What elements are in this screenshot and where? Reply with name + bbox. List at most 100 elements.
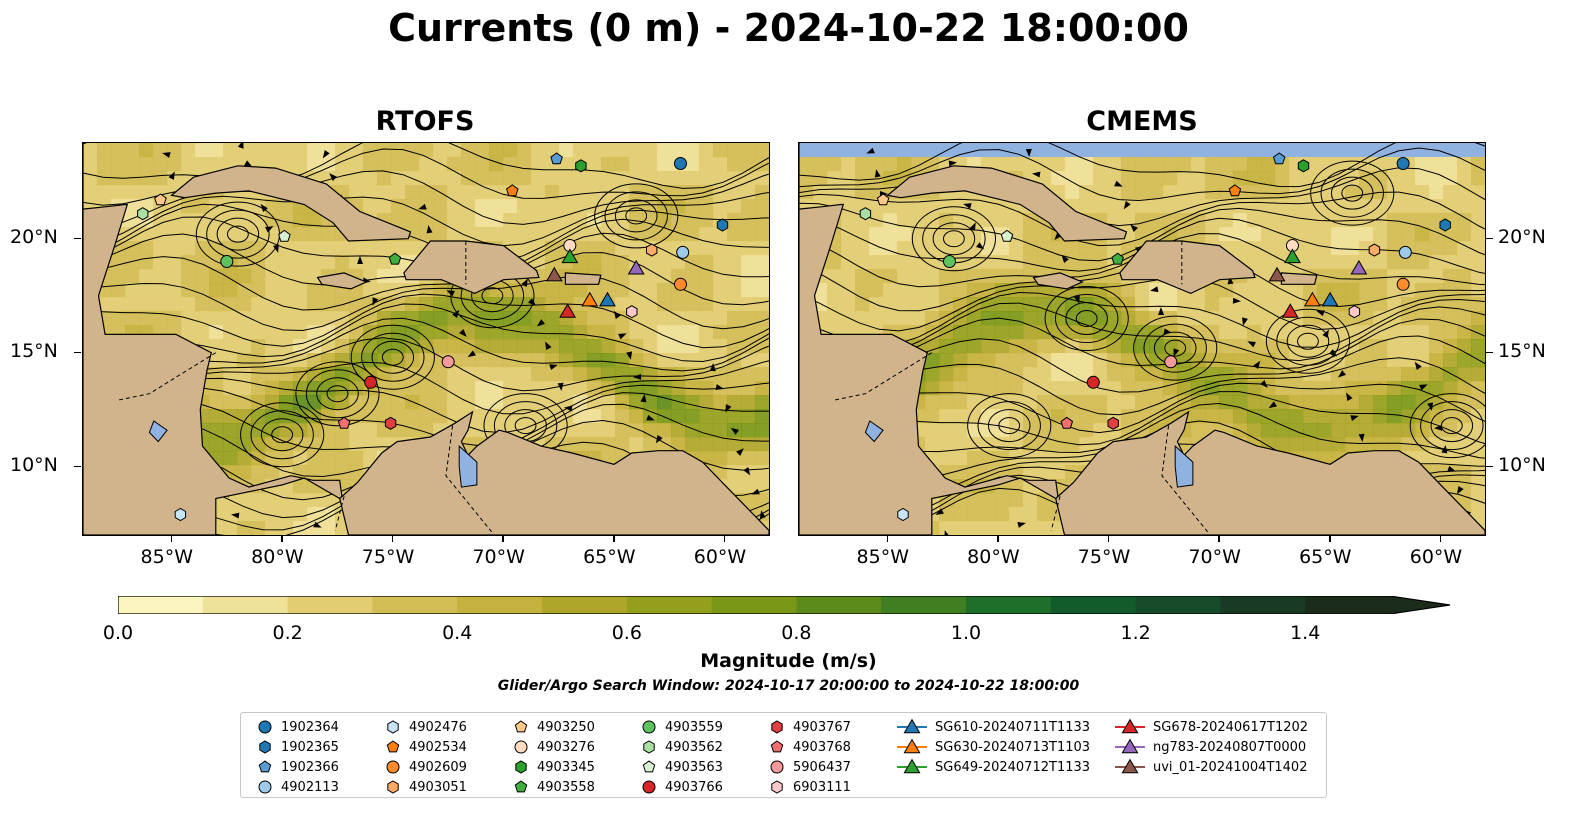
platform-marker xyxy=(506,184,519,197)
platform-markers xyxy=(859,152,1451,522)
colorbar-label: Magnitude (m/s) xyxy=(700,650,877,672)
colorbar-tick-label: 0.0 xyxy=(102,622,134,644)
lat-tick xyxy=(74,465,81,468)
platform-marker xyxy=(1350,259,1368,275)
lon-tick-label: 85°W xyxy=(140,546,193,568)
colorbar-segment xyxy=(457,596,543,614)
legend-label: 4903051 xyxy=(409,779,467,795)
triangle-marker-icon xyxy=(1115,758,1145,774)
lon-tick xyxy=(1439,535,1442,542)
platform-marker xyxy=(1086,375,1100,389)
platform-marker xyxy=(559,303,577,318)
platform-marker xyxy=(384,416,397,430)
platform-marker xyxy=(1303,291,1321,307)
triangle-marker-icon xyxy=(897,738,927,754)
legend-item: 4903563 xyxy=(639,757,723,777)
legend-item: 1902366 xyxy=(255,757,339,777)
hexagon-marker-icon xyxy=(771,720,783,734)
land xyxy=(83,143,769,535)
lat-tick xyxy=(1486,237,1493,240)
lat-tick xyxy=(1486,465,1493,468)
colorbar-tick-label: 0.8 xyxy=(781,622,812,644)
map-canvas xyxy=(799,143,1485,535)
lon-tick-label: 80°W xyxy=(251,546,304,568)
legend-label: 4902476 xyxy=(409,719,467,735)
land xyxy=(799,143,1485,535)
lat-tick-label: 20°N xyxy=(1498,225,1546,248)
platform-marker xyxy=(897,507,909,522)
colorbar-segment xyxy=(966,596,1052,614)
legend-label: 5906437 xyxy=(793,759,851,775)
platform-marker xyxy=(220,255,234,269)
legend-label: 4902609 xyxy=(409,759,467,775)
legend-label: 1902364 xyxy=(281,719,339,735)
platform-marker xyxy=(626,305,638,319)
platform-marker xyxy=(575,159,587,173)
pentagon-marker-icon xyxy=(770,740,784,753)
legend-label: SG630-20240713T1103 xyxy=(935,739,1091,755)
legend-label: 1902365 xyxy=(281,739,339,755)
legend-label: 4902113 xyxy=(281,779,339,795)
legend-label: 4903558 xyxy=(537,779,595,795)
colorbar-segment xyxy=(287,596,373,614)
legend-item: 4903051 xyxy=(383,777,467,797)
platform-marker xyxy=(174,507,187,522)
colorbar-tick-label: 1.4 xyxy=(1290,622,1321,644)
colorbar-segment xyxy=(1050,596,1137,614)
lon-tick xyxy=(613,535,615,542)
legend-item: 4903562 xyxy=(639,737,723,757)
platform-marker xyxy=(581,291,599,307)
hexagon-marker-icon xyxy=(515,760,527,774)
country-borders xyxy=(116,241,493,534)
platform-marker xyxy=(1439,218,1451,232)
country-borders xyxy=(832,241,1209,534)
lon-tick xyxy=(281,535,283,542)
legend-item: ng783-20240807T0000 xyxy=(1113,737,1306,757)
legend-item: 4902534 xyxy=(383,737,467,757)
platform-marker xyxy=(1368,243,1381,257)
platform-marker xyxy=(1396,277,1410,291)
legend-item: 5906437 xyxy=(767,757,851,777)
legend-label: 4903250 xyxy=(537,719,595,735)
platform-marker xyxy=(1297,159,1310,173)
lat-tick-label: 20°N xyxy=(10,225,58,248)
colorbar-tick-label: 1.2 xyxy=(1120,622,1151,644)
platform-marker xyxy=(1321,291,1339,307)
figure-title: Currents (0 m) - 2024-10-22 18:00:00 xyxy=(388,6,1189,50)
legend-item: SG610-20240711T1133 xyxy=(895,717,1090,737)
legend-item: 4902113 xyxy=(255,777,339,797)
circle-marker-icon xyxy=(642,720,656,734)
platform-marker xyxy=(137,207,149,221)
lon-tick xyxy=(170,535,173,542)
colorbar-tick-label: 0.6 xyxy=(611,622,642,644)
colorbar-segment xyxy=(881,596,967,614)
panel-title-rtofs: RTOFS xyxy=(375,106,475,137)
colorbar-segment xyxy=(202,596,289,614)
hexagon-marker-icon xyxy=(387,720,399,734)
legend-label: 6903111 xyxy=(793,779,851,795)
cmems-map xyxy=(798,142,1486,536)
lon-tick-label: 75°W xyxy=(1077,546,1131,568)
colorbar-segment xyxy=(1220,596,1306,614)
lon-tick-label: 70°W xyxy=(1188,546,1241,568)
circle-marker-icon xyxy=(258,780,272,794)
colorbar xyxy=(117,595,1451,615)
colorbar-tick-label: 1.0 xyxy=(950,622,982,644)
platform-marker xyxy=(1060,416,1074,429)
legend-label: 4903345 xyxy=(537,759,595,775)
circle-marker-icon xyxy=(642,780,656,794)
legend-item: SG649-20240712T1133 xyxy=(895,757,1090,777)
colorbar-extend-arrow xyxy=(1390,596,1450,614)
platform-marker xyxy=(1272,152,1286,165)
colorbar-gradient xyxy=(117,595,1451,615)
platform-marker xyxy=(1107,416,1119,430)
circle-marker-icon xyxy=(514,740,528,754)
platform-marker xyxy=(1281,303,1299,318)
legend-item: uvi_01-20241004T1402 xyxy=(1113,757,1307,777)
legend-label: 4903563 xyxy=(665,759,723,775)
platform-marker xyxy=(716,218,729,232)
legend: 1902364 1902365 1902366 4902113 4902476 49025… xyxy=(240,712,1327,798)
platform-markers xyxy=(137,152,729,522)
pentagon-marker-icon xyxy=(386,740,400,753)
triangle-marker-icon xyxy=(1115,738,1145,754)
